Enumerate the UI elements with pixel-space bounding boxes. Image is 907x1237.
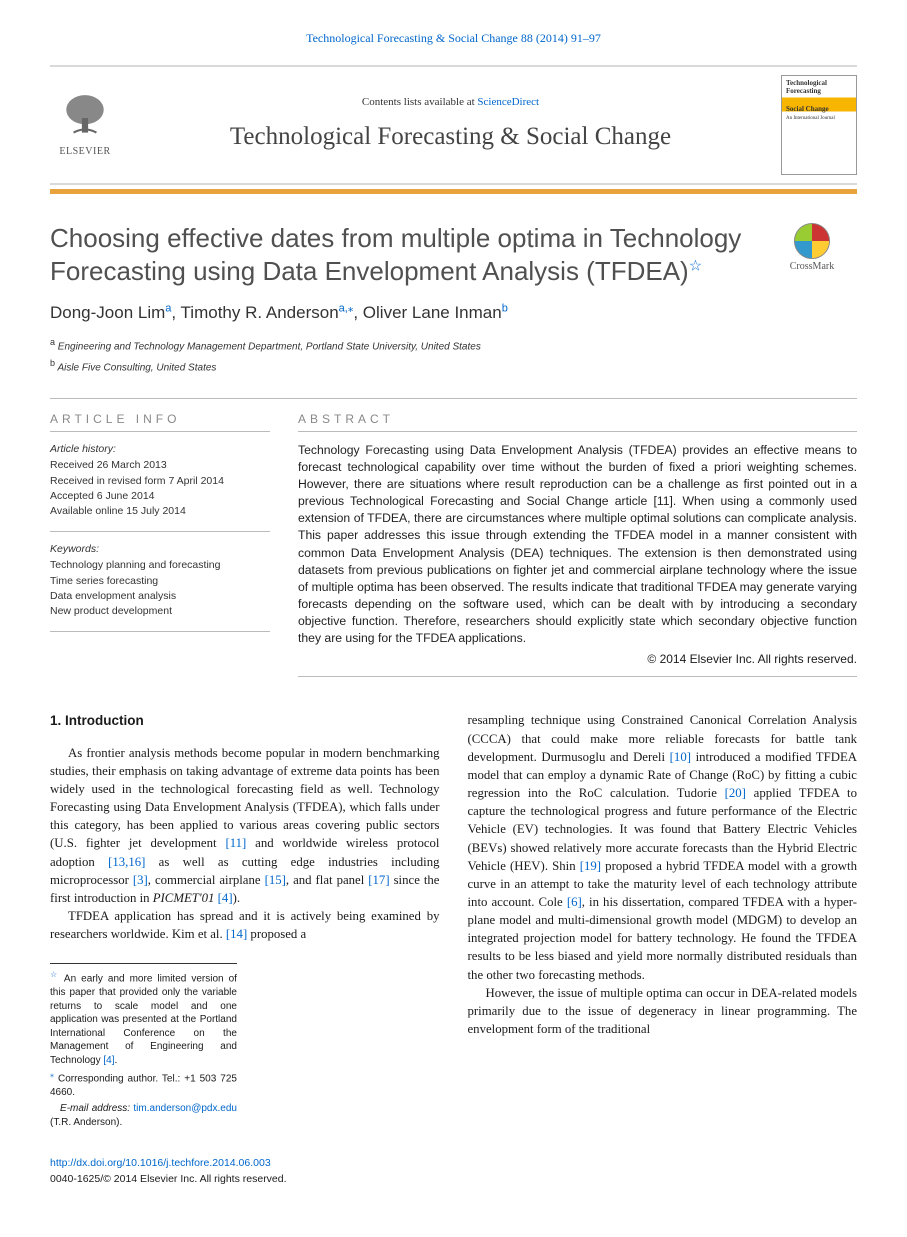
email-link[interactable]: tim.anderson@pdx.edu <box>133 1103 237 1114</box>
author-3: Oliver Lane Inmanb <box>363 303 508 322</box>
issn-copyright-line: 0040-1625/© 2014 Elsevier Inc. All right… <box>50 1173 287 1185</box>
footnote-email: E-mail address: tim.anderson@pdx.edu (T.… <box>50 1102 237 1129</box>
citation-ref[interactable]: [14] <box>226 927 247 941</box>
cover-subtitle: An International Journal <box>786 115 852 122</box>
abstract-copyright: © 2014 Elsevier Inc. All rights reserved… <box>298 651 857 668</box>
footnote-star-icon: ⁎ <box>50 1070 54 1079</box>
citation-line: Technological Forecasting & Social Chang… <box>50 30 857 47</box>
article-info-column: ARTICLE INFO Article history: Received 2… <box>50 399 270 678</box>
history-line: Available online 15 July 2014 <box>50 504 270 519</box>
history-line: Accepted 6 June 2014 <box>50 489 270 504</box>
elsevier-tree-icon <box>59 91 111 143</box>
orange-divider <box>50 189 857 194</box>
keyword: New product development <box>50 604 270 619</box>
article-history: Article history: Received 26 March 2013 … <box>50 442 270 519</box>
journal-header: ELSEVIER Contents lists available at Sci… <box>50 65 857 185</box>
cover-title-1: Technological Forecasting <box>786 80 852 95</box>
citation-ref[interactable]: [6] <box>567 895 582 909</box>
elsevier-logo: ELSEVIER <box>50 86 120 164</box>
contents-available-line: Contents lists available at ScienceDirec… <box>134 95 767 111</box>
author-list: Dong-Joon Lima, Timothy R. Andersona,⁎, … <box>50 301 857 326</box>
sciencedirect-link[interactable]: ScienceDirect <box>477 96 539 108</box>
keywords-block: Keywords: Technology planning and foreca… <box>50 542 270 619</box>
history-line: Received in revised form 7 April 2014 <box>50 474 270 489</box>
section-heading: 1. Introduction <box>50 711 440 730</box>
body-paragraph: However, the issue of multiple optima ca… <box>468 984 858 1038</box>
footnote-corresponding: ⁎ Corresponding author. Tel.: +1 503 725… <box>50 1070 237 1099</box>
citation-ref[interactable]: [17] <box>368 873 389 887</box>
citation-ref[interactable]: [20] <box>725 786 746 800</box>
abstract-column: ABSTRACT Technology Forecasting using Da… <box>298 399 857 678</box>
abstract-text: Technology Forecasting using Data Envelo… <box>298 442 857 647</box>
crossmark-badge[interactable]: CrossMark <box>767 222 857 275</box>
author-1: Dong-Joon Lima <box>50 303 171 322</box>
footnotes-block: ☆ An early and more limited version of t… <box>50 963 237 1129</box>
body-paragraph: resampling technique using Constrained C… <box>468 711 858 983</box>
citation-ref[interactable]: [13,16] <box>108 855 145 869</box>
contents-prefix: Contents lists available at <box>362 96 477 108</box>
crossmark-icon <box>793 222 831 260</box>
doi-link[interactable]: http://dx.doi.org/10.1016/j.techfore.201… <box>50 1157 271 1169</box>
title-footnote-marker[interactable]: ☆ <box>689 257 702 274</box>
body-paragraph: As frontier analysis methods become popu… <box>50 744 440 907</box>
publisher-name: ELSEVIER <box>59 145 110 160</box>
citation-ref[interactable]: [4] <box>218 891 233 905</box>
crossmark-label: CrossMark <box>790 260 834 275</box>
keyword: Data envelopment analysis <box>50 589 270 604</box>
article-info-label: ARTICLE INFO <box>50 399 270 428</box>
footnote-title-note: ☆ An early and more limited version of t… <box>50 970 237 1067</box>
page-footer: http://dx.doi.org/10.1016/j.techfore.201… <box>50 1156 857 1186</box>
affiliation-b: b Aisle Five Consulting, United States <box>50 357 857 376</box>
keyword: Technology planning and forecasting <box>50 558 270 573</box>
article-title: Choosing effective dates from multiple o… <box>50 222 747 287</box>
body-two-column: 1. Introduction As frontier analysis met… <box>50 711 857 1132</box>
body-column-left: 1. Introduction As frontier analysis met… <box>50 711 440 1132</box>
history-heading: Article history: <box>50 442 270 457</box>
article-title-text: Choosing effective dates from multiple o… <box>50 223 741 286</box>
journal-name: Technological Forecasting & Social Chang… <box>134 119 767 155</box>
cover-title-2: Social Change <box>786 106 852 114</box>
citation-ref[interactable]: [15] <box>265 873 286 887</box>
history-line: Received 26 March 2013 <box>50 458 270 473</box>
body-column-right: resampling technique using Constrained C… <box>468 711 858 1132</box>
body-paragraph: TFDEA application has spread and it is a… <box>50 907 440 943</box>
citation-ref[interactable]: [3] <box>133 873 148 887</box>
citation-ref[interactable]: [10] <box>670 750 691 764</box>
journal-cover-thumbnail: Technological Forecasting Social Change … <box>781 75 857 175</box>
corresponding-star-icon[interactable]: ⁎ <box>348 303 354 315</box>
author-2: Timothy R. Andersona,⁎ <box>181 303 354 322</box>
keyword: Time series forecasting <box>50 574 270 589</box>
citation-ref[interactable]: [11] <box>225 836 246 850</box>
abstract-label: ABSTRACT <box>298 399 857 428</box>
citation-ref[interactable]: [4] <box>103 1055 114 1066</box>
affiliation-a: a Engineering and Technology Management … <box>50 336 857 355</box>
citation-ref[interactable]: [19] <box>580 859 601 873</box>
footnote-star-icon: ☆ <box>50 970 59 979</box>
keywords-heading: Keywords: <box>50 542 270 557</box>
